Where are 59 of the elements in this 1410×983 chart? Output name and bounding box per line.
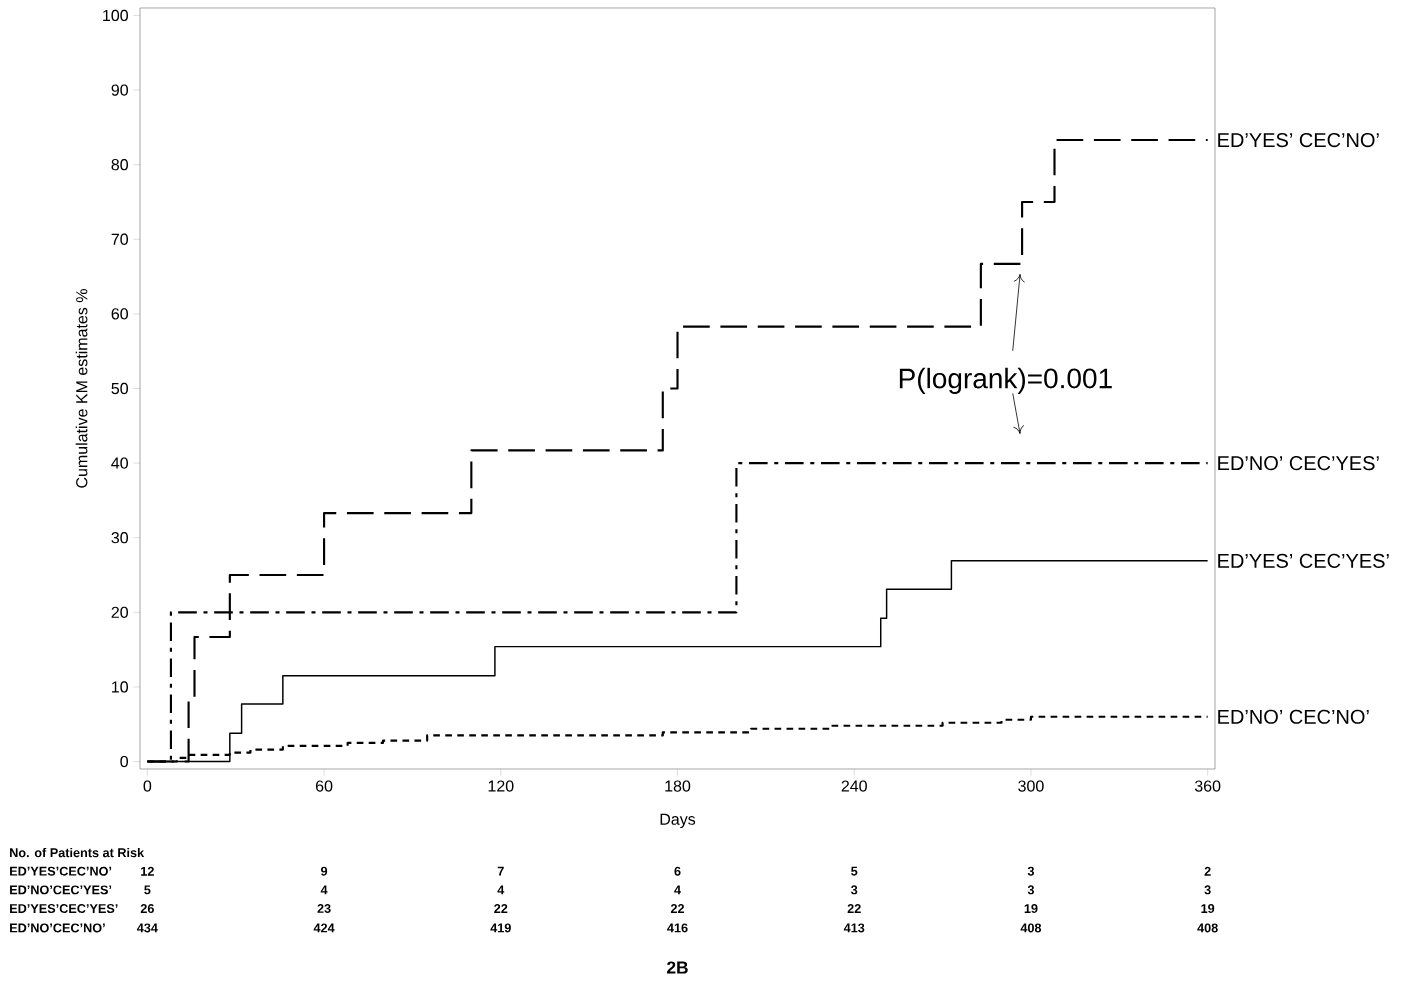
text: 4 (497, 885, 505, 895)
text: 413 (843, 923, 865, 933)
text: 9 (321, 866, 328, 876)
text: 3 (850, 885, 858, 895)
text: ED’YES’CEC’YES’ (10, 904, 118, 913)
series-label: ED’NO’ CEC’NO’ (1218, 709, 1369, 724)
text: 6 (674, 866, 681, 876)
text: ED’NO’CEC’NO’ (10, 923, 105, 933)
text: 26 (140, 904, 154, 913)
x-tick-label: 180 (665, 780, 691, 792)
y-tick-label: 40 (111, 457, 128, 469)
y-tick-label: 90 (111, 84, 128, 96)
y-tick-label: 70 (111, 233, 128, 245)
x-tick-label: 60 (316, 780, 333, 792)
annotation: P(logrank)=0.001 (899, 367, 1112, 394)
text: 424 (313, 923, 335, 933)
text: 5 (144, 885, 151, 895)
text: 19 (1024, 904, 1038, 913)
text: 3 (1027, 885, 1034, 895)
x-axis-title: Days (660, 813, 696, 829)
text: ED’YES’CEC’NO’ (10, 866, 112, 876)
y-tick-label: 50 (111, 382, 128, 395)
text: 7 (497, 866, 504, 876)
text: 4 (320, 885, 328, 895)
x-tick-label: 120 (488, 780, 514, 792)
text: 408 (1020, 923, 1042, 933)
x-tick-label: 360 (1194, 780, 1221, 792)
y-tick-label: 30 (111, 532, 128, 544)
text: 22 (670, 904, 685, 913)
text: 19 (1201, 904, 1215, 913)
text: 419 (490, 923, 511, 933)
series-label: ED’YES’ CEC’YES’ (1218, 553, 1389, 568)
y-tick-label: 10 (112, 681, 128, 693)
text: 4 (674, 885, 681, 895)
text: 3 (1027, 866, 1034, 876)
y-tick-label: 100 (103, 9, 128, 22)
x-tick-label: 0 (143, 780, 152, 792)
y-tick-label: 80 (111, 159, 128, 171)
y-tick-label: 60 (111, 308, 128, 320)
x-tick-label: 240 (841, 780, 867, 792)
text: 22 (494, 904, 508, 913)
y-tick-label: 0 (120, 755, 129, 768)
series-label: ED’YES’ CEC’NO’ (1218, 132, 1379, 148)
text: 2B (667, 961, 688, 974)
y-tick-label: 20 (111, 606, 128, 618)
series-label: ED’NO’ CEC’YES’ (1218, 456, 1379, 471)
text: 416 (667, 923, 688, 933)
text: 5 (851, 866, 858, 876)
text: No. of Patients at Risk (10, 847, 145, 858)
text: 3 (1204, 885, 1211, 895)
text: ED’NO’CEC’YES’ (10, 885, 112, 895)
text: 408 (1197, 923, 1218, 933)
text: 2 (1204, 866, 1211, 876)
text: 22 (847, 904, 861, 913)
x-tick-label: 300 (1018, 780, 1044, 792)
text: 12 (141, 866, 154, 876)
text: 23 (317, 904, 331, 914)
y-axis-title: Cumulative KM estimates % (75, 289, 88, 488)
text: 434 (136, 923, 158, 933)
